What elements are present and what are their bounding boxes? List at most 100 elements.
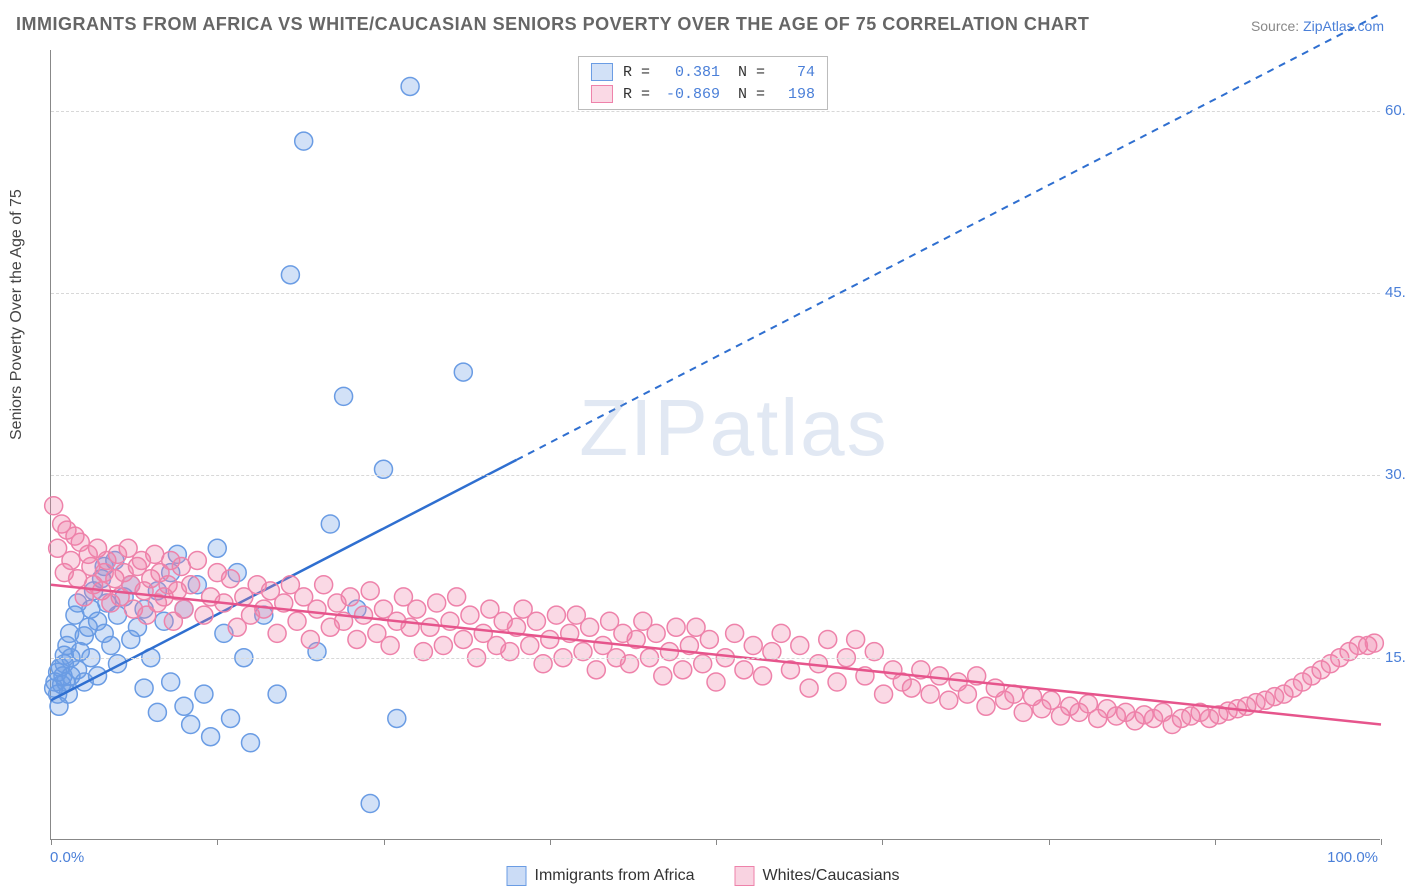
- data-point: [175, 697, 193, 715]
- data-point: [454, 630, 472, 648]
- data-point: [335, 387, 353, 405]
- data-point: [581, 618, 599, 636]
- data-point: [401, 77, 419, 95]
- data-point: [940, 691, 958, 709]
- legend-swatch: [735, 866, 755, 886]
- data-point: [268, 624, 286, 642]
- data-point: [135, 679, 153, 697]
- legend-swatch: [591, 63, 613, 81]
- data-point: [647, 624, 665, 642]
- data-point: [45, 497, 63, 515]
- data-point: [208, 539, 226, 557]
- source-link[interactable]: ZipAtlas.com: [1303, 18, 1384, 34]
- legend-item: Immigrants from Africa: [507, 866, 695, 886]
- data-point: [448, 588, 466, 606]
- data-point: [541, 630, 559, 648]
- data-point: [744, 637, 762, 655]
- data-point: [188, 551, 206, 569]
- data-point: [735, 661, 753, 679]
- data-point: [408, 600, 426, 618]
- legend-label: Whites/Caucasians: [763, 867, 900, 885]
- data-point: [847, 630, 865, 648]
- x-tick: [550, 839, 551, 845]
- x-tick: [716, 839, 717, 845]
- data-point: [308, 600, 326, 618]
- data-point: [875, 685, 893, 703]
- data-point: [295, 132, 313, 150]
- data-point: [315, 576, 333, 594]
- x-tick: [1215, 839, 1216, 845]
- data-point: [1014, 703, 1032, 721]
- data-point: [654, 667, 672, 685]
- data-point: [1042, 691, 1060, 709]
- data-point: [195, 685, 213, 703]
- x-tick: [1381, 839, 1382, 845]
- data-point: [921, 685, 939, 703]
- data-point: [175, 600, 193, 618]
- data-point: [102, 637, 120, 655]
- data-point: [222, 709, 240, 727]
- plot-area: 15.0%30.0%45.0%60.0%: [50, 50, 1380, 840]
- data-point: [930, 667, 948, 685]
- data-point: [547, 606, 565, 624]
- data-point: [242, 734, 260, 752]
- chart-title: IMMIGRANTS FROM AFRICA VS WHITE/CAUCASIA…: [16, 14, 1089, 35]
- data-point: [1365, 634, 1383, 652]
- gridline: [51, 658, 1380, 659]
- data-point: [454, 363, 472, 381]
- data-point: [958, 685, 976, 703]
- y-axis-label: Seniors Poverty Over the Age of 75: [8, 189, 26, 440]
- data-point: [428, 594, 446, 612]
- source-attribution: Source: ZipAtlas.com: [1251, 18, 1384, 34]
- data-point: [182, 576, 200, 594]
- gridline: [51, 111, 1380, 112]
- legend-row: R =0.381N =74: [591, 61, 815, 83]
- data-point: [791, 637, 809, 655]
- data-point: [288, 612, 306, 630]
- x-tick: [1049, 839, 1050, 845]
- x-tick: [217, 839, 218, 845]
- data-point: [62, 551, 80, 569]
- data-point: [667, 618, 685, 636]
- data-point: [381, 637, 399, 655]
- data-point: [148, 703, 166, 721]
- legend-label: Immigrants from Africa: [535, 867, 695, 885]
- data-point: [977, 697, 995, 715]
- data-point: [202, 728, 220, 746]
- series-legend: Immigrants from Africa Whites/Caucasians: [507, 866, 900, 886]
- data-point: [903, 679, 921, 697]
- legend-row: R =-0.869N =198: [591, 83, 815, 105]
- data-point: [348, 630, 366, 648]
- data-point: [281, 266, 299, 284]
- y-tick-label: 45.0%: [1385, 284, 1406, 301]
- data-point: [700, 630, 718, 648]
- data-point: [819, 630, 837, 648]
- data-point: [355, 606, 373, 624]
- data-point: [527, 612, 545, 630]
- data-point: [521, 637, 539, 655]
- data-point: [726, 624, 744, 642]
- data-point: [421, 618, 439, 636]
- data-point: [182, 716, 200, 734]
- source-prefix: Source:: [1251, 18, 1303, 34]
- legend-swatch: [591, 85, 613, 103]
- data-point: [361, 795, 379, 813]
- data-point: [222, 570, 240, 588]
- data-point: [707, 673, 725, 691]
- data-point: [321, 515, 339, 533]
- data-point: [255, 600, 273, 618]
- x-tick: [51, 839, 52, 845]
- x-axis-min-label: 0.0%: [50, 849, 84, 866]
- data-point: [754, 667, 772, 685]
- data-point: [772, 624, 790, 642]
- legend-item: Whites/Caucasians: [735, 866, 900, 886]
- scatter-chart: [51, 50, 1380, 839]
- correlation-legend: R =0.381N =74R =-0.869N =198: [578, 56, 828, 110]
- legend-swatch: [507, 866, 527, 886]
- gridline: [51, 293, 1380, 294]
- x-axis-max-label: 100.0%: [1327, 849, 1378, 866]
- data-point: [341, 588, 359, 606]
- data-point: [301, 630, 319, 648]
- data-point: [361, 582, 379, 600]
- data-point: [674, 661, 692, 679]
